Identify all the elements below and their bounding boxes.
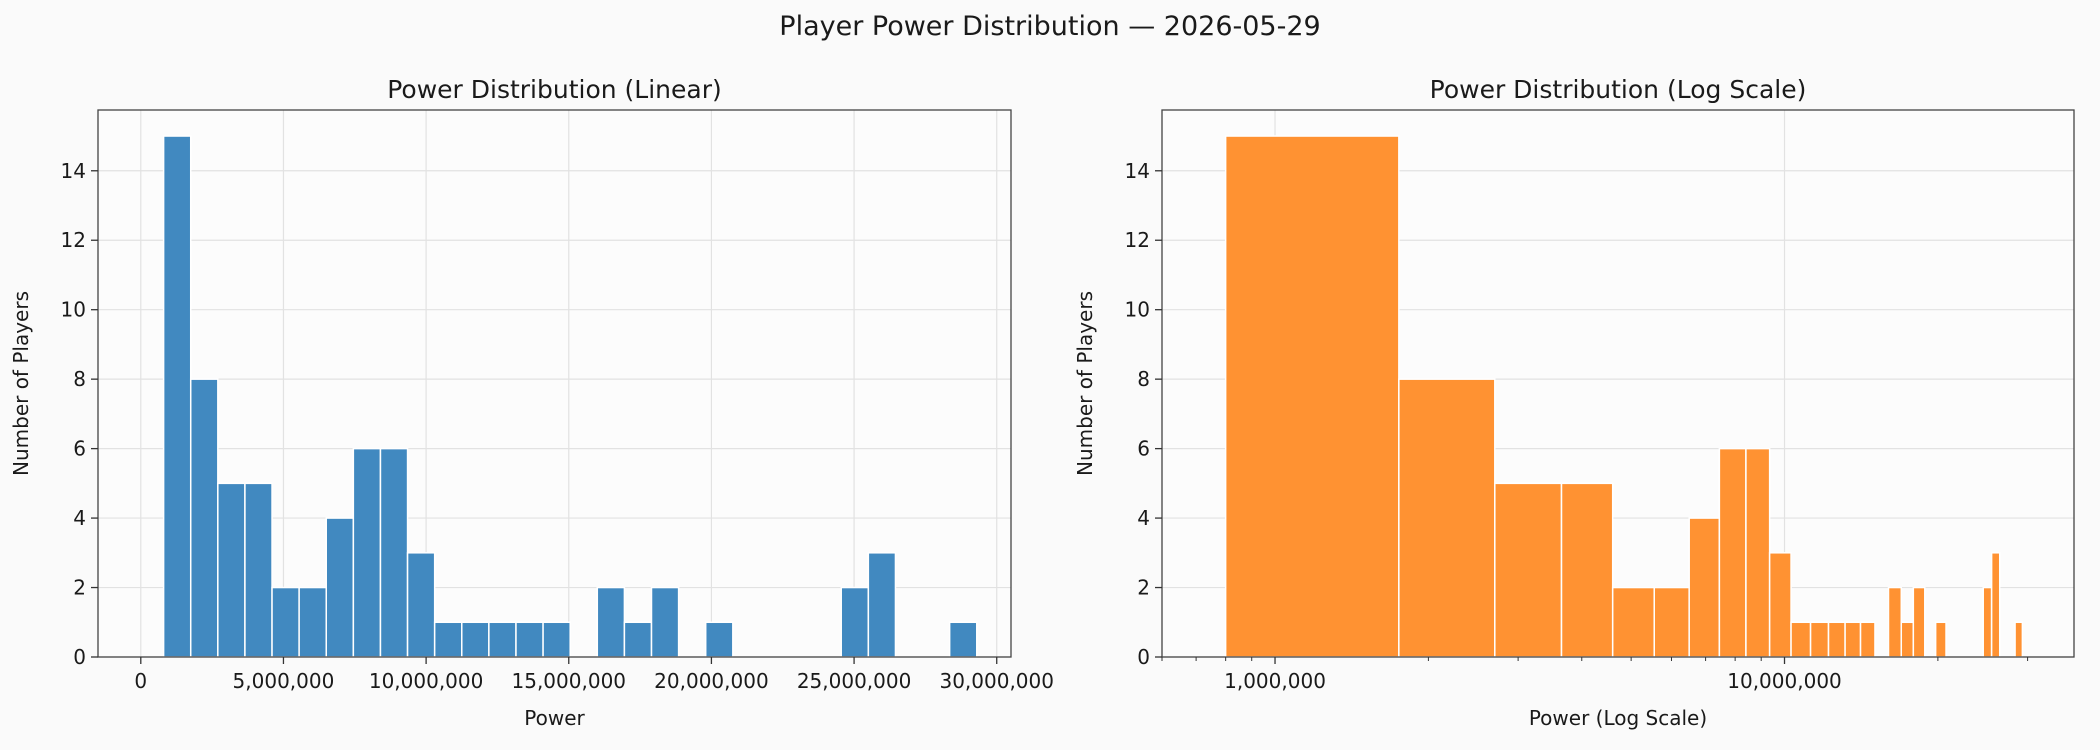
log-y-tick-label: 6 (1137, 437, 1150, 461)
linear-x-tick-label: 20,000,000 (654, 669, 769, 693)
linear-histogram-bar (596, 586, 626, 658)
log-y-tick-label: 12 (1125, 228, 1150, 252)
log-histogram-bar (1990, 552, 2001, 658)
linear-panel-title: Power Distribution (Linear) (387, 75, 722, 104)
linear-y-tick-label: 0 (73, 645, 86, 669)
linear-histogram-bar (488, 621, 517, 658)
linear-x-tick-label: 30,000,000 (939, 669, 1054, 693)
linear-histogram-bar (406, 552, 436, 658)
linear-histogram-panel: 0 2 4 6 8 10 12 14 0 5,000,000 10,000,000 15,000,00… (9, 75, 1054, 730)
linear-histogram-bar (379, 447, 409, 658)
linear-y-tick-label: 6 (73, 437, 86, 461)
linear-histogram-bar (162, 135, 192, 658)
log-histogram-bar (1653, 586, 1690, 658)
linear-histogram-bar (298, 586, 328, 658)
log-y-tick-label: 10 (1125, 298, 1150, 322)
linear-histogram-bar (244, 482, 273, 658)
log-x-axis-label: Power (Log Scale) (1529, 706, 1707, 730)
log-histogram-bar (1560, 482, 1614, 658)
log-histogram-bar (1611, 586, 1655, 658)
linear-x-tick-label: 25,000,000 (797, 669, 912, 693)
linear-histogram-bar (433, 621, 463, 658)
log-histogram-bar (1982, 586, 1993, 658)
linear-histogram-bar (542, 621, 571, 658)
log-histogram-bar (1844, 621, 1862, 658)
linear-histogram-bar (325, 517, 355, 658)
linear-histogram-bar (704, 621, 734, 658)
log-histogram-bar (1859, 621, 1876, 658)
log-panel-title: Power Distribution (Log Scale) (1430, 75, 1807, 104)
linear-x-tick-label: 0 (134, 669, 147, 693)
log-x-tick-label: 10,000,000 (1727, 669, 1842, 693)
log-y-tick-label: 4 (1137, 506, 1150, 530)
linear-y-tick-label: 2 (73, 576, 86, 600)
linear-histogram-bar (189, 378, 219, 658)
log-histogram-bar (1688, 517, 1721, 658)
linear-histogram-bar (867, 552, 897, 658)
log-histogram-panel: 0 2 4 6 8 10 12 14 1,000,000 10,000,000 Power Dist… (1073, 75, 2075, 730)
linear-histogram-bar (623, 621, 653, 658)
log-histogram-bar (1398, 378, 1496, 658)
log-axes-frame (1161, 109, 2075, 658)
log-y-tick-label: 2 (1137, 576, 1150, 600)
log-y-axis-label: Number of Players (1073, 291, 1097, 476)
linear-y-tick-label: 8 (73, 367, 86, 391)
log-y-tick-label: 14 (1125, 159, 1150, 183)
linear-x-axis-label: Power (524, 706, 585, 730)
linear-histogram-bar (461, 621, 490, 658)
log-histogram-bar (1934, 621, 1947, 658)
figure-suptitle: Player Power Distribution — 2026-05-29 (779, 11, 1320, 42)
log-histogram-bar (1790, 621, 1812, 658)
linear-histogram-bar (840, 586, 870, 658)
linear-axes-frame (97, 109, 1012, 658)
log-histogram-bar (1912, 586, 1926, 658)
linear-x-tick-label: 5,000,000 (233, 669, 335, 693)
linear-x-tick-label: 15,000,000 (512, 669, 627, 693)
linear-y-tick-label: 10 (61, 298, 86, 322)
linear-y-tick-label: 12 (61, 228, 86, 252)
linear-histogram-bar (650, 586, 680, 658)
linear-y-tick-label: 14 (61, 159, 86, 183)
linear-histogram-bar (352, 447, 382, 658)
log-x-tick-label: 1,000,000 (1224, 669, 1326, 693)
log-histogram-bar (2014, 621, 2024, 658)
log-histogram-bar (1224, 135, 1400, 658)
linear-histogram-bar (948, 621, 978, 658)
linear-x-tick-label: 10,000,000 (369, 669, 484, 693)
log-histogram-bar (1900, 621, 1915, 658)
log-histogram-bar (1745, 447, 1771, 658)
log-histogram-bar (1718, 447, 1747, 658)
log-y-tick-label: 0 (1137, 645, 1150, 669)
linear-histogram-bar (515, 621, 544, 658)
log-histogram-bar (1827, 621, 1846, 658)
linear-histogram-bar (217, 482, 246, 658)
log-y-tick-label: 8 (1137, 367, 1150, 391)
log-histogram-bar (1494, 482, 1563, 658)
log-histogram-bar (1887, 586, 1903, 658)
linear-histogram-bar (271, 586, 300, 658)
log-histogram-bar (1809, 621, 1830, 658)
linear-y-axis-label: Number of Players (9, 291, 33, 476)
linear-y-tick-label: 4 (73, 506, 86, 530)
log-histogram-bar (1768, 552, 1792, 658)
